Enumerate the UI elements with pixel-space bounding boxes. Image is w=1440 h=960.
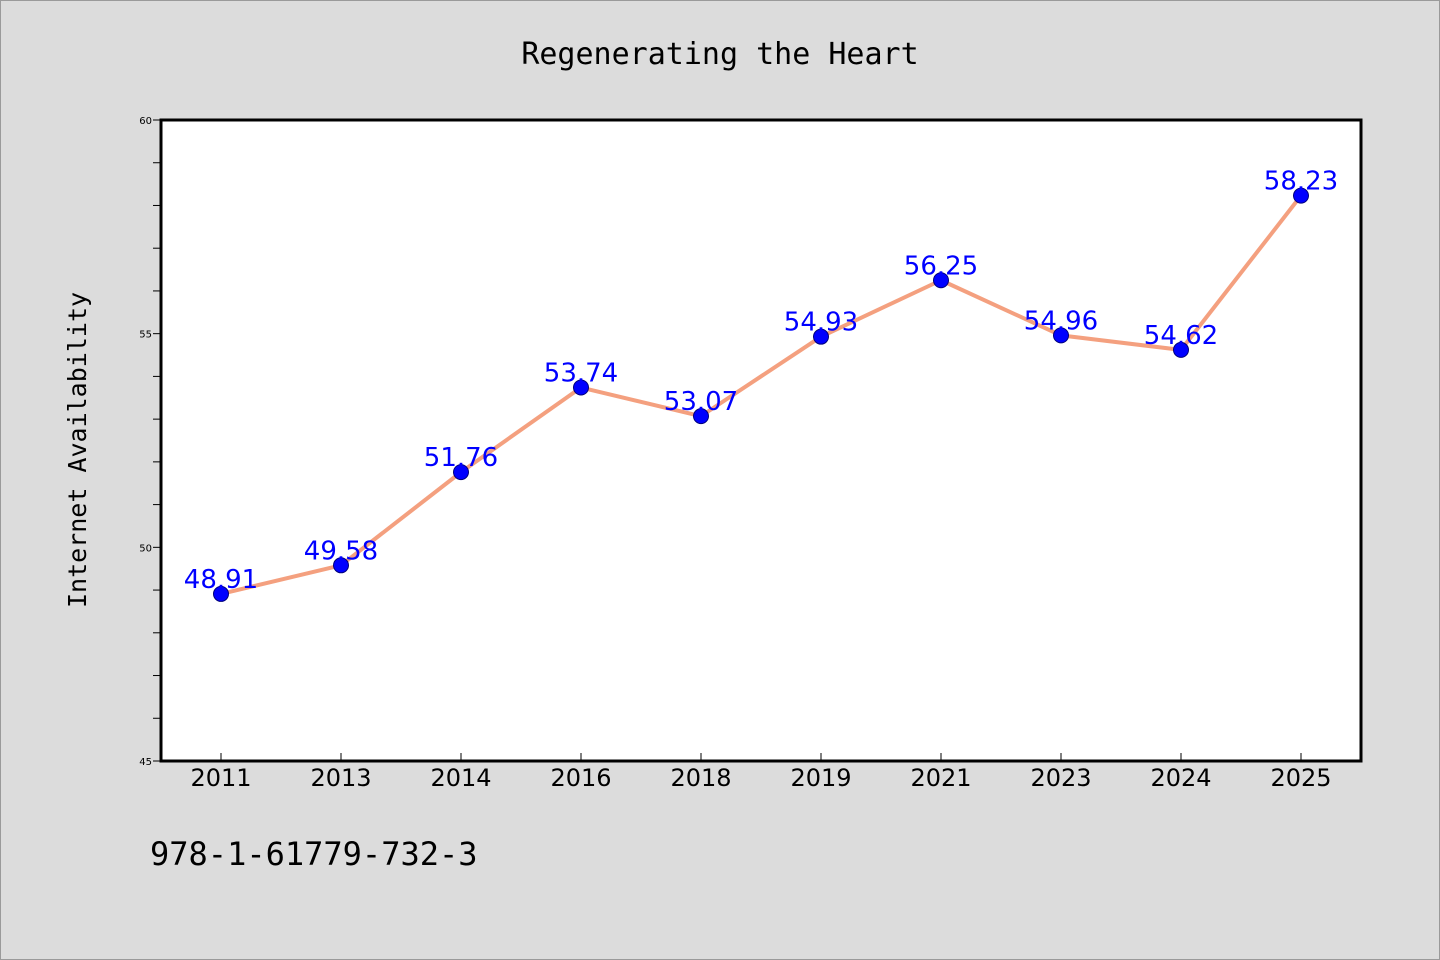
data-label: 51.76 [424,443,498,473]
isbn-text: 978-1-61779-732-3 [150,835,478,873]
data-label: 54.93 [784,308,858,338]
data-point [1053,327,1069,344]
x-axis: 2011 2013 2014 2016 2018 2019 2021 2023 2024 2025 [190,753,1332,792]
data-label: 56.25 [904,251,978,281]
x-tick-label: 2021 [910,764,971,792]
y-axis: 45 50 55 60 [139,116,161,768]
data-label: 48.91 [184,565,258,595]
data-label: 58.23 [1264,167,1338,197]
data-point [213,585,229,602]
y-tick-label: 55 [139,330,152,341]
data-point [693,408,709,425]
data-point [1173,341,1189,358]
data-point [813,328,829,345]
x-tick-label: 2018 [670,764,731,792]
plot-area [159,118,1363,763]
x-tick-label: 2014 [430,764,491,792]
data-point [1293,187,1309,204]
y-tick-label: 50 [139,543,152,554]
data-label: 49.58 [304,536,378,566]
data-label: 54.62 [1144,321,1218,351]
x-tick-label: 2024 [1150,764,1211,792]
x-tick-label: 2013 [310,764,371,792]
series-line [219,193,1303,596]
x-tick-label: 2023 [1030,764,1091,792]
x-tick-label: 2025 [1270,764,1331,792]
data-label: 53.07 [664,387,738,417]
y-tick-label: 45 [139,757,152,768]
x-tick-label: 2016 [550,764,611,792]
series-layer [213,187,1309,602]
data-point [333,557,349,574]
data-labels: 48.91 49.58 51.76 53.74 53.07 54.93 56.25 54.96… [184,167,1338,595]
chart-title: Regenerating the Heart [521,37,918,72]
x-tick-label: 2019 [790,764,851,792]
x-tick-label: 2011 [190,764,251,792]
y-tick-label: 60 [139,116,152,127]
data-point [573,379,589,396]
y-axis-label: Internet Availability [63,292,92,608]
data-point [453,464,469,481]
data-point [933,272,949,289]
data-label: 53.74 [544,359,618,389]
data-label: 54.96 [1024,306,1098,336]
